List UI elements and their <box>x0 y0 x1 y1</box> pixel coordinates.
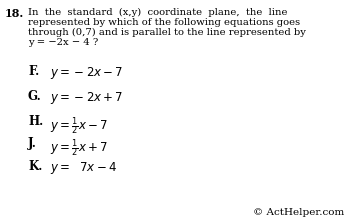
Text: F.: F. <box>28 65 39 78</box>
Text: y = −2x − 4 ?: y = −2x − 4 ? <box>28 38 98 47</box>
Text: 18.: 18. <box>5 8 24 19</box>
Text: $y = \ \ 7x - 4$: $y = \ \ 7x - 4$ <box>50 160 117 176</box>
Text: represented by which of the following equations goes: represented by which of the following eq… <box>28 18 300 27</box>
Text: $y = \frac{1}{2}x + 7$: $y = \frac{1}{2}x + 7$ <box>50 137 108 159</box>
Text: J.: J. <box>28 137 37 150</box>
Text: H.: H. <box>28 115 43 128</box>
Text: K.: K. <box>28 160 42 173</box>
Text: $y = \frac{1}{2}x - 7$: $y = \frac{1}{2}x - 7$ <box>50 115 108 137</box>
Text: $y = -2x + 7$: $y = -2x + 7$ <box>50 90 124 106</box>
Text: G.: G. <box>28 90 42 103</box>
Text: through (0,7) and is parallel to the line represented by: through (0,7) and is parallel to the lin… <box>28 28 306 37</box>
Text: In  the  standard  (x,y)  coordinate  plane,  the  line: In the standard (x,y) coordinate plane, … <box>28 8 287 17</box>
Text: $y = -2x - 7$: $y = -2x - 7$ <box>50 65 124 81</box>
Text: © ActHelper.com: © ActHelper.com <box>253 208 344 217</box>
